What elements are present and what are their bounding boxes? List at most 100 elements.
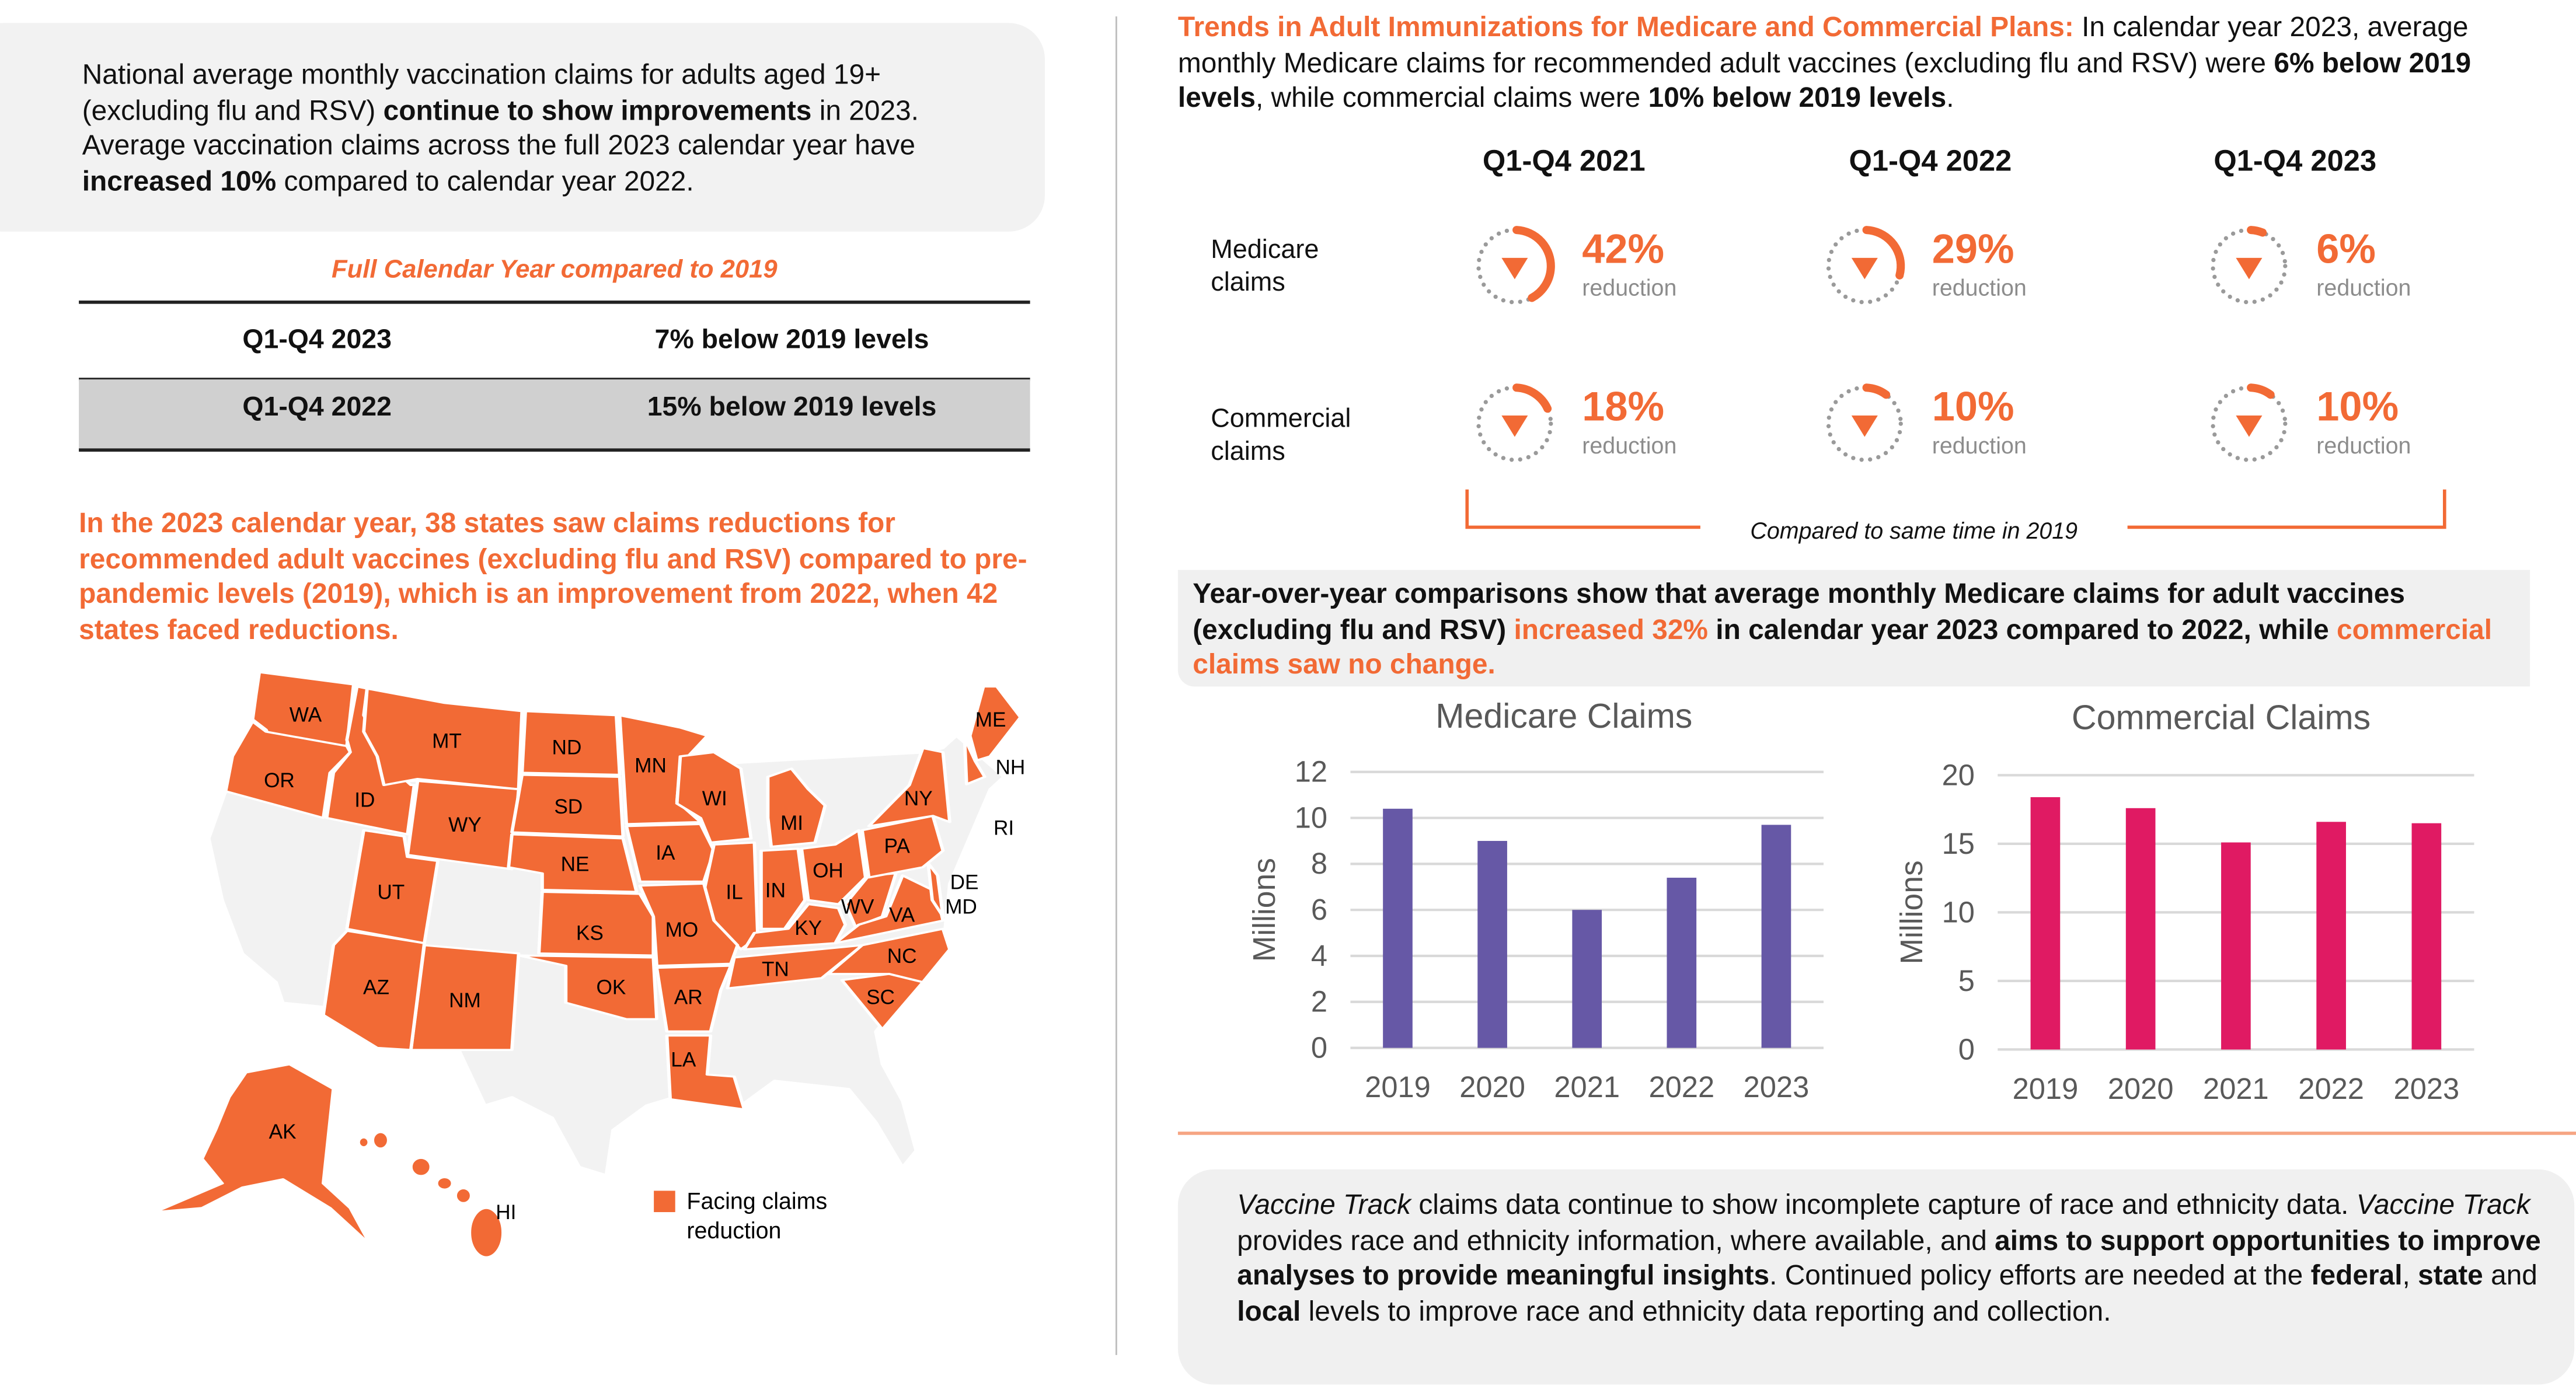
state-label-IL: IL bbox=[726, 881, 743, 903]
text-segment: local bbox=[1237, 1295, 1301, 1326]
state-IN bbox=[759, 847, 807, 930]
intro-box bbox=[0, 23, 1045, 232]
text-segment: and bbox=[2483, 1259, 2537, 1291]
down-arrow-icon bbox=[2236, 416, 2263, 437]
state-AK bbox=[153, 1063, 372, 1247]
y-tick-label: 10 bbox=[1295, 801, 1327, 834]
section-divider bbox=[1177, 1132, 2576, 1134]
text-segment: federal bbox=[2310, 1259, 2403, 1291]
gauge-fill bbox=[1474, 225, 1555, 306]
reduction-caption: reduction bbox=[2316, 274, 2411, 301]
text-segment: in calendar year 2023 compared to 2022, … bbox=[1708, 613, 2337, 645]
reduction-percent: 10% bbox=[2316, 384, 2399, 431]
x-tick-label: 2022 bbox=[1648, 1070, 1714, 1104]
state-OR bbox=[224, 720, 352, 819]
y-tick-label: 0 bbox=[1958, 1032, 1975, 1066]
bar-2022 bbox=[1667, 878, 1697, 1048]
reduction-states bbox=[153, 671, 1023, 1259]
state-WV bbox=[843, 872, 898, 928]
x-tick-label: 2023 bbox=[1744, 1070, 1810, 1104]
text-segment: compared to calendar year 2022. bbox=[276, 165, 694, 197]
state-HI-island bbox=[434, 1176, 455, 1191]
text-segment: increased 10% bbox=[82, 165, 277, 197]
state-label-TN: TN bbox=[762, 958, 789, 981]
race-ethnicity-note: Vaccine Track claims data continue to sh… bbox=[1237, 1188, 2551, 1329]
state-label-SD: SD bbox=[554, 795, 583, 818]
legend-label: reduction bbox=[686, 1218, 781, 1244]
y-tick-label: 10 bbox=[1942, 895, 1975, 928]
state-label-WY: WY bbox=[448, 814, 482, 836]
bar-2023 bbox=[2411, 823, 2442, 1050]
bracket-note: Compared to same time in 2019 bbox=[1750, 517, 2078, 544]
state-HI-island bbox=[371, 1131, 391, 1150]
state-label-PA: PA bbox=[884, 835, 911, 858]
state-label-AZ: AZ bbox=[363, 976, 389, 999]
reduction-caption: reduction bbox=[1582, 432, 1677, 459]
state-WI bbox=[675, 751, 753, 844]
chart-title: Commercial Claims bbox=[2071, 699, 2371, 738]
state-label-ND: ND bbox=[552, 736, 582, 759]
state-label-ME: ME bbox=[975, 708, 1006, 731]
state-HI-island bbox=[409, 1157, 433, 1177]
state-label-IA: IA bbox=[656, 842, 675, 864]
comparison-bracket bbox=[1465, 489, 2446, 529]
intro-text: National average monthly vaccination cla… bbox=[82, 58, 1002, 199]
x-tick-label: 2021 bbox=[2203, 1072, 2269, 1105]
state-TN bbox=[726, 944, 864, 990]
x-tick-label: 2022 bbox=[2298, 1072, 2364, 1105]
reduction-caption: reduction bbox=[1932, 432, 2027, 459]
x-tick-label: 2020 bbox=[1459, 1070, 1525, 1104]
text-segment: , bbox=[2402, 1259, 2418, 1291]
state-label-VA: VA bbox=[889, 904, 915, 927]
state-label-WI: WI bbox=[702, 787, 727, 810]
state-label-LA: LA bbox=[671, 1048, 696, 1071]
state-MD bbox=[926, 862, 945, 918]
reduction-percent: 10% bbox=[1932, 384, 2014, 431]
text-segment: in 2023. Average vaccination claims acro… bbox=[82, 94, 919, 161]
gauge bbox=[1472, 380, 1558, 467]
state-label-NE: NE bbox=[561, 853, 590, 875]
chart-title: Medicare Claims bbox=[1435, 698, 1693, 736]
table-cell-period: Q1-Q4 2022 bbox=[242, 392, 392, 423]
table-row: Q1-Q4 2022 15% below 2019 levels bbox=[79, 379, 1030, 449]
state-ND bbox=[520, 710, 622, 776]
state-label-AK: AK bbox=[269, 1120, 297, 1143]
text-segment: In calendar year 2023, average monthly M… bbox=[1177, 11, 2469, 78]
bar-2023 bbox=[1761, 825, 1791, 1048]
bar-2019 bbox=[2030, 797, 2061, 1050]
medicare-bar-chart: 0 2 4 6 8 10 12 2019 2020 2021 2022 2023 Millions bbox=[1247, 755, 1824, 1104]
gauge-fill bbox=[1824, 383, 1905, 465]
y-tick-label: 4 bbox=[1311, 939, 1327, 972]
down-arrow-icon bbox=[1851, 257, 1878, 280]
table-cell-value: 15% below 2019 levels bbox=[647, 392, 937, 423]
y-tick-label: 2 bbox=[1311, 985, 1327, 1018]
bar-2022 bbox=[2316, 822, 2346, 1050]
text-segment: National average monthly vaccination cla… bbox=[82, 59, 881, 126]
state-label-SC: SC bbox=[866, 986, 895, 1008]
bar-2020 bbox=[2125, 808, 2156, 1050]
yoy-box bbox=[1177, 570, 2530, 687]
row-label-medicare: Medicare claims bbox=[1211, 236, 1319, 298]
state-HI-island bbox=[356, 1136, 371, 1148]
column-divider bbox=[1115, 16, 1117, 1355]
gauge bbox=[2206, 223, 2292, 309]
state-NE bbox=[507, 833, 639, 893]
state-label-UT: UT bbox=[377, 881, 405, 903]
text-segment: state bbox=[2418, 1259, 2483, 1291]
text-segment: Trends in Adult Immunizations for Medica… bbox=[1177, 11, 2074, 43]
y-tick-label: 15 bbox=[1942, 827, 1975, 860]
gauge-fill bbox=[1824, 225, 1905, 306]
note-box bbox=[1177, 1169, 2575, 1385]
text-segment: continue to show improvements bbox=[383, 94, 812, 126]
reduction-percent: 42% bbox=[1582, 226, 1665, 273]
column-header: Q1-Q4 2023 bbox=[2214, 144, 2377, 177]
x-tick-label: 2023 bbox=[2394, 1072, 2460, 1105]
state-SD bbox=[510, 773, 625, 837]
state-label-WV: WV bbox=[841, 896, 874, 919]
us-map: WA OR ID MT WY ND SD NE MN WI IA IL MO KS OK AR LA MI IN OH… bbox=[153, 671, 1025, 1259]
state-label-OR: OR bbox=[264, 769, 295, 792]
table-cell-value: 7% below 2019 levels bbox=[654, 325, 929, 355]
state-label-MO: MO bbox=[665, 919, 699, 941]
text-segment: provides race and ethnicity information,… bbox=[1237, 1224, 1995, 1256]
state-label-ID: ID bbox=[354, 789, 375, 812]
